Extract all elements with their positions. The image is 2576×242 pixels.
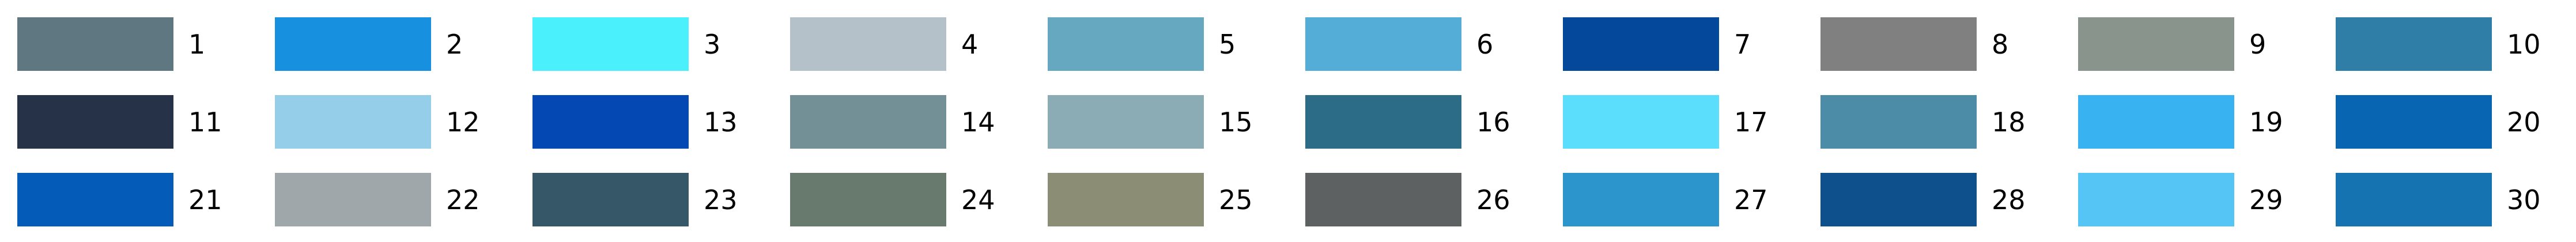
legend-swatch [790, 17, 946, 71]
legend-item: 26 [1305, 173, 1510, 226]
legend-swatch [790, 173, 946, 226]
legend-label: 26 [1476, 184, 1510, 215]
legend-item: 18 [1820, 95, 2026, 149]
legend-swatch [532, 173, 689, 226]
legend-label: 5 [1219, 28, 1236, 60]
legend-label: 7 [1734, 28, 1751, 60]
legend-swatch [2336, 17, 2492, 71]
legend-swatch [1048, 95, 1204, 149]
legend-label: 15 [1219, 106, 1253, 138]
legend-label: 16 [1476, 106, 1510, 138]
legend-swatch [1305, 95, 1461, 149]
legend-label: 11 [188, 106, 222, 138]
legend-swatch [1305, 173, 1461, 226]
legend-swatch [275, 95, 431, 149]
legend-item: 3 [532, 17, 720, 71]
legend-item: 12 [275, 95, 480, 149]
legend-item: 6 [1305, 17, 1493, 71]
legend-item: 23 [532, 173, 738, 226]
legend-swatch [275, 173, 431, 226]
legend-swatch [2336, 95, 2492, 149]
legend-item: 7 [1563, 17, 1751, 71]
legend-swatch [1563, 17, 1719, 71]
legend-swatch [1563, 173, 1719, 226]
legend-swatch [1820, 173, 1977, 226]
legend-label: 29 [2249, 184, 2283, 215]
legend-item: 15 [1048, 95, 1253, 149]
legend-swatch [1820, 17, 1977, 71]
legend-item: 29 [2078, 173, 2283, 226]
legend-label: 18 [1992, 106, 2026, 138]
legend-label: 3 [704, 28, 721, 60]
legend-item: 13 [532, 95, 738, 149]
legend-label: 12 [446, 106, 480, 138]
legend-item: 5 [1048, 17, 1236, 71]
legend-swatch [275, 17, 431, 71]
legend-label: 4 [961, 28, 979, 60]
legend-item: 14 [790, 95, 995, 149]
legend-item: 30 [2336, 173, 2541, 226]
legend-item: 2 [275, 17, 463, 71]
legend-label: 14 [961, 106, 995, 138]
legend-label: 20 [2507, 106, 2541, 138]
legend-swatch [1048, 173, 1204, 226]
legend-swatch [2078, 173, 2234, 226]
legend-swatch [1563, 95, 1719, 149]
legend-item: 28 [1820, 173, 2026, 226]
legend-label: 22 [446, 184, 480, 215]
legend-swatch [2078, 95, 2234, 149]
legend-label: 1 [188, 28, 206, 60]
legend-swatch [17, 95, 173, 149]
legend-item: 11 [17, 95, 222, 149]
legend-label: 30 [2507, 184, 2541, 215]
legend-swatch [1305, 17, 1461, 71]
legend-label: 2 [446, 28, 463, 60]
legend-item: 8 [1820, 17, 2008, 71]
legend-swatch [1820, 95, 1977, 149]
legend-label: 25 [1219, 184, 1253, 215]
legend-item: 21 [17, 173, 222, 226]
legend-swatch [532, 17, 689, 71]
legend-item: 25 [1048, 173, 1253, 226]
legend-label: 27 [1734, 184, 1768, 215]
legend-item: 27 [1563, 173, 1768, 226]
legend-label: 8 [1992, 28, 2009, 60]
legend-label: 21 [188, 184, 222, 215]
legend-swatch [1048, 17, 1204, 71]
legend-label: 24 [961, 184, 995, 215]
legend-label: 9 [2249, 28, 2267, 60]
legend-item: 17 [1563, 95, 1768, 149]
legend-item: 24 [790, 173, 995, 226]
legend-swatch [17, 17, 173, 71]
legend-label: 13 [704, 106, 738, 138]
legend-item: 9 [2078, 17, 2266, 71]
legend-label: 23 [704, 184, 738, 215]
legend-item: 1 [17, 17, 205, 71]
legend-label: 10 [2507, 28, 2541, 60]
legend-item: 10 [2336, 17, 2541, 71]
legend-swatch [17, 173, 173, 226]
legend-label: 28 [1992, 184, 2026, 215]
legend-swatch [2336, 173, 2492, 226]
legend-swatch [2078, 17, 2234, 71]
legend-item: 22 [275, 173, 480, 226]
legend-item: 4 [790, 17, 978, 71]
legend-label: 6 [1476, 28, 1494, 60]
legend-label: 17 [1734, 106, 1768, 138]
legend-item: 16 [1305, 95, 1510, 149]
legend-swatch [532, 95, 689, 149]
legend-item: 20 [2336, 95, 2541, 149]
legend-swatch [790, 95, 946, 149]
legend-label: 19 [2249, 106, 2283, 138]
legend-item: 19 [2078, 95, 2283, 149]
